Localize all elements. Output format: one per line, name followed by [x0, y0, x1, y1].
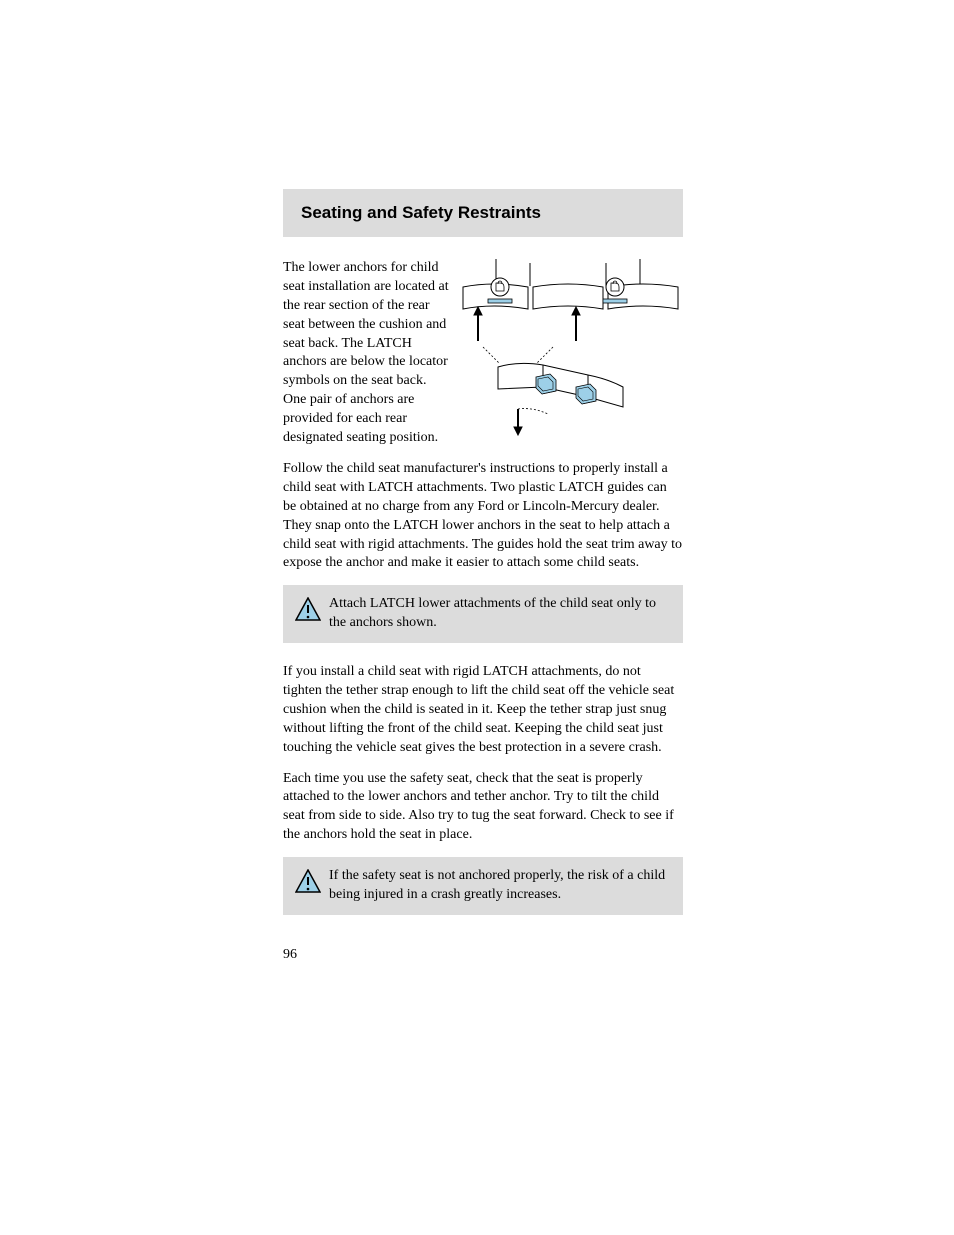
section-title: Seating and Safety Restraints	[301, 203, 665, 223]
page-number: 96	[283, 947, 683, 963]
latch-illustration	[458, 259, 683, 444]
wrap-section: The lower anchors for child seat install…	[283, 259, 683, 448]
warning-triangle-icon	[295, 869, 321, 898]
paragraph-3: If you install a child seat with rigid L…	[283, 663, 683, 757]
warning-text-2: If the safety seat is not anchored prope…	[295, 867, 671, 905]
paragraph-2: Follow the child seat manufacturer's ins…	[283, 460, 683, 573]
paragraph-4: Each time you use the safety seat, check…	[283, 770, 683, 846]
seat-diagram-upper	[463, 259, 678, 364]
section-header: Seating and Safety Restraints	[283, 189, 683, 237]
warning-box-1: Attach LATCH lower attachments of the ch…	[283, 585, 683, 643]
latch-detail-lower	[498, 363, 623, 435]
warning-box-2: If the safety seat is not anchored prope…	[283, 857, 683, 915]
warning-text-1: Attach LATCH lower attachments of the ch…	[295, 595, 671, 633]
warning-triangle-icon	[295, 597, 321, 626]
page-content: Seating and Safety Restraints	[283, 189, 683, 963]
